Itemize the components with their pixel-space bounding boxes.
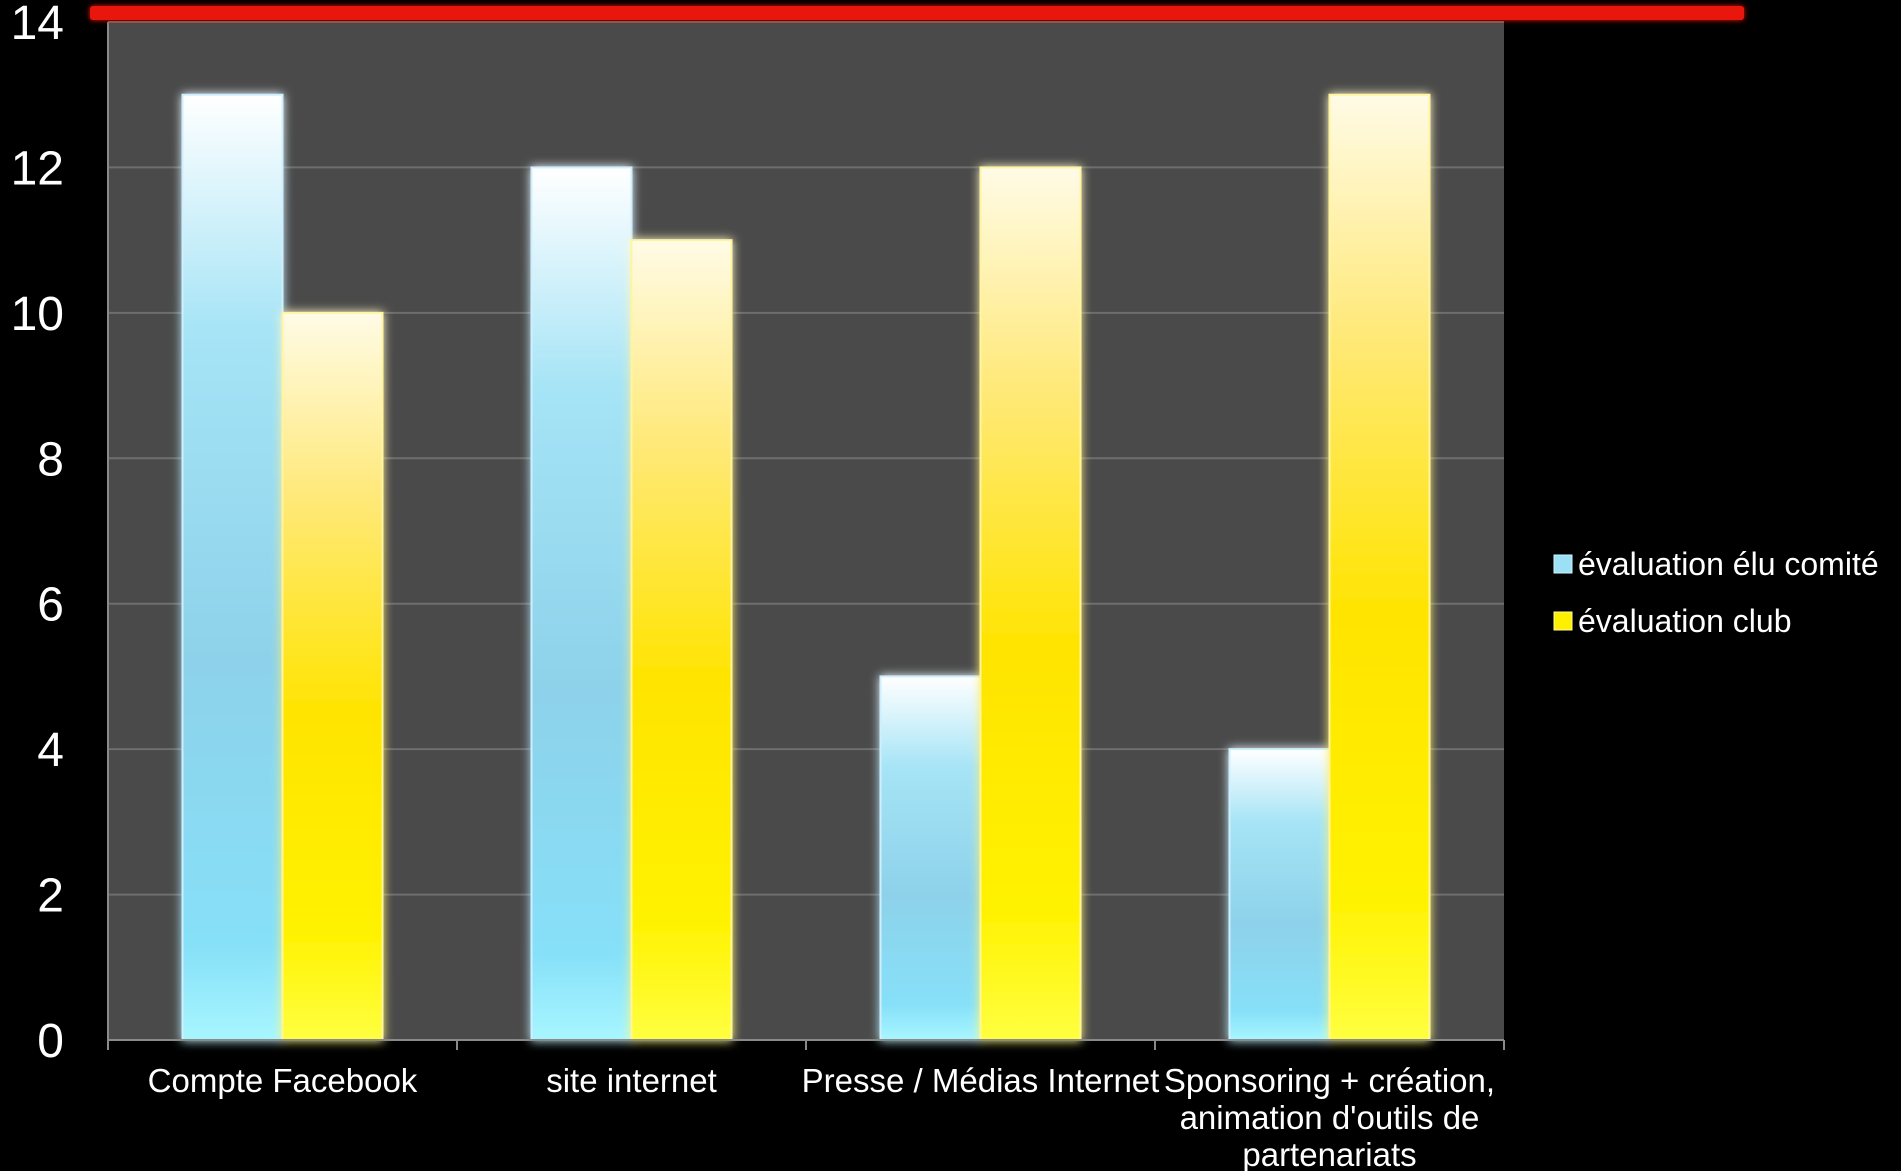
bar-club: [281, 311, 384, 1042]
bar-elu-comite: [530, 166, 633, 1041]
y-tick-label: 14: [11, 0, 64, 50]
legend-label: évaluation club: [1578, 603, 1791, 639]
bar-elu-comite: [879, 675, 982, 1042]
x-tick-label: Compte Facebook: [148, 1062, 418, 1099]
bar-club: [979, 166, 1082, 1041]
bar-elu-comite: [1228, 748, 1331, 1042]
y-tick-label: 8: [37, 433, 64, 486]
x-tick-label-line: animation d'outils de: [1180, 1099, 1480, 1136]
bar-club: [1328, 93, 1431, 1041]
x-tick-label-line: Sponsoring + création,: [1164, 1062, 1495, 1099]
y-tick-label: 0: [37, 1015, 64, 1068]
x-tick-label-line: site internet: [546, 1062, 717, 1099]
red-top-bar: [90, 6, 1744, 20]
legend-swatch-club: [1553, 611, 1573, 631]
x-tick-label-line: partenariats: [1242, 1136, 1416, 1171]
x-tick-label: Sponsoring + création, animation d'outils…: [1164, 1062, 1495, 1171]
x-tick-label: Presse / Médias Internet: [802, 1062, 1160, 1099]
bar-club: [630, 239, 733, 1041]
legend-swatch-elu-comite: [1553, 554, 1573, 574]
x-tick-label-line: Presse / Médias Internet: [802, 1062, 1160, 1099]
bar-elu-comite: [181, 93, 284, 1041]
x-tick-label-line: Compte Facebook: [148, 1062, 418, 1099]
y-tick-label: 4: [37, 724, 64, 777]
y-tick-label: 6: [37, 579, 64, 632]
legend-label: évaluation élu comité: [1578, 546, 1879, 582]
legend: évaluation élu comité évaluation club: [1553, 546, 1879, 639]
x-axis-labels: Compte Facebook site internet Presse / Méd…: [148, 1062, 1495, 1171]
y-tick-label: 10: [11, 288, 64, 341]
y-tick-label: 2: [37, 870, 64, 923]
x-tick-label: site internet: [546, 1062, 717, 1099]
y-tick-label: 12: [11, 142, 64, 195]
y-axis-ticks: 0 2 4 6 8 10 12 14: [11, 0, 64, 1068]
axes: [107, 22, 1505, 1050]
